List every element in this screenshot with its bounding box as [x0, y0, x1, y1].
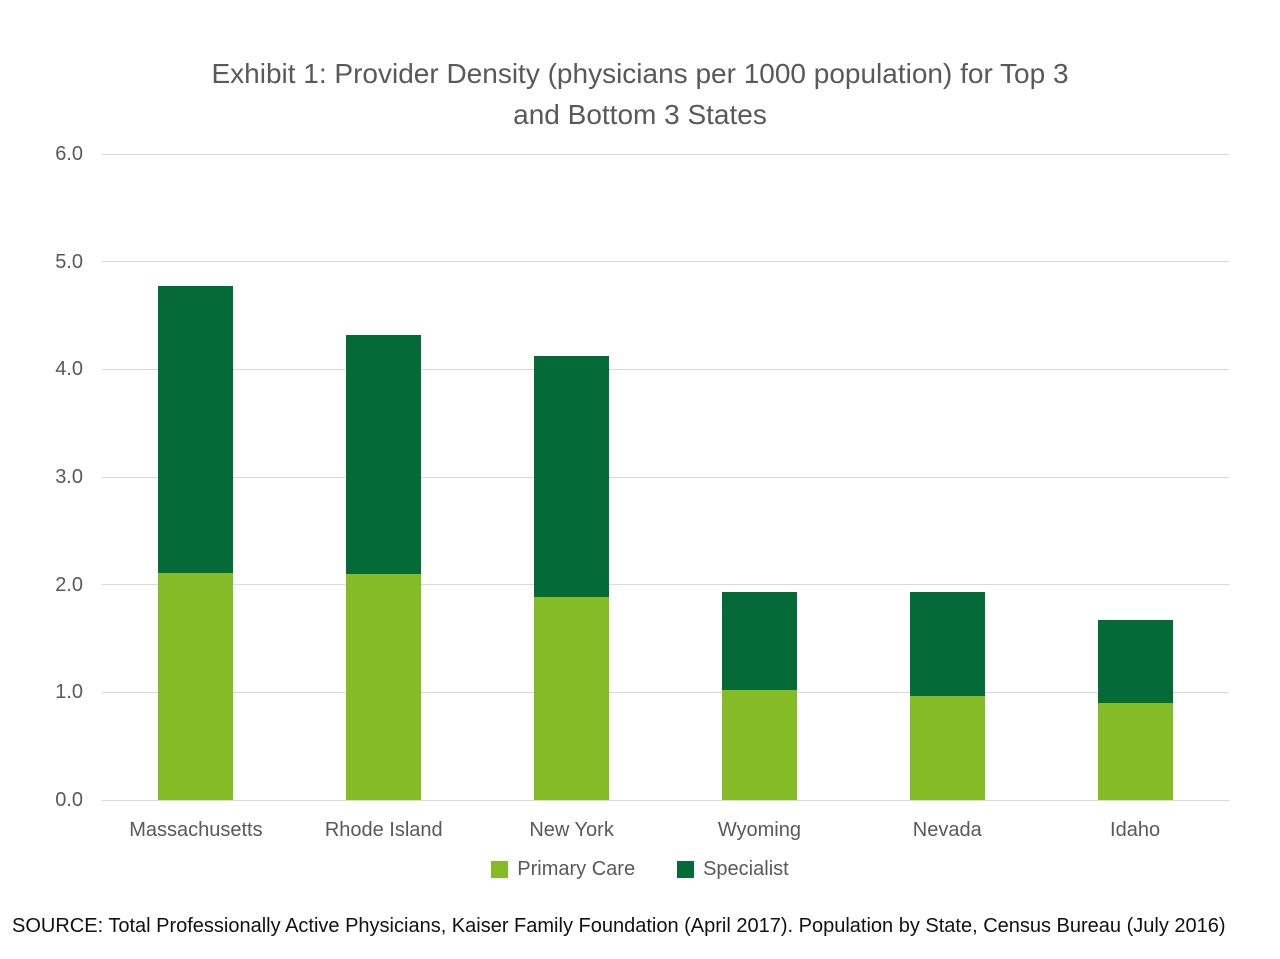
gridline-5.0 [102, 261, 1229, 263]
legend-item-specialist: Specialist [677, 858, 789, 881]
legend-label-specialist: Specialist [703, 858, 789, 880]
gridline-6.0 [102, 153, 1229, 155]
bar-new-york-primary-care [534, 596, 610, 800]
y-axis-tick-label-4.0: 4.0 [55, 358, 83, 381]
y-axis-tick-label-3.0: 3.0 [55, 466, 83, 488]
legend: Primary Care Specialist [0, 858, 1280, 881]
source-note: SOURCE: Total Professionally Active Phys… [12, 915, 1226, 937]
bar-rhode-island-primary-care [346, 573, 422, 800]
bar-new-york-specialist [534, 356, 610, 597]
gridline-2.0 [102, 584, 1229, 586]
x-axis-label-rhode-island: Rhode Island [324, 819, 443, 841]
bar-nevada-specialist [909, 592, 985, 696]
gridline-1.0 [102, 691, 1229, 693]
legend-item-primary-care: Primary Care [491, 858, 635, 881]
x-axis-label-idaho: Idaho [1110, 819, 1161, 841]
gridline-4.0 [102, 368, 1229, 370]
y-axis-tick-label-1.0: 1.0 [55, 681, 83, 704]
legend-swatch-specialist [677, 861, 695, 878]
legend-swatch-primary-care [491, 861, 509, 878]
x-axis-label-nevada: Nevada [912, 819, 982, 841]
bar-wyoming-primary-care [721, 690, 797, 800]
chart-title-line-1: Exhibit 1: Provider Density (physicians … [211, 58, 1069, 89]
bar-massachusetts-specialist [158, 286, 234, 573]
y-axis-tick-label-6.0: 6.0 [55, 143, 83, 165]
bar-rhode-island-specialist [346, 334, 422, 574]
y-axis-tick-label-2.0: 2.0 [55, 573, 83, 596]
bar-idaho-primary-care [1097, 703, 1173, 800]
bar-nevada-primary-care [909, 695, 985, 800]
bar-wyoming-specialist [721, 592, 797, 691]
x-axis-label-massachusetts: Massachusetts [129, 819, 263, 841]
chart-title: Exhibit 1: Provider Density (physicians … [0, 53, 1280, 135]
chart-title-line-2: and Bottom 3 States [513, 99, 767, 130]
gridline-3.0 [102, 476, 1229, 478]
x-axis-label-wyoming: Wyoming [717, 819, 801, 841]
bar-massachusetts-primary-care [158, 572, 234, 800]
gridline-0.0 [102, 799, 1229, 801]
bar-idaho-specialist [1097, 620, 1173, 704]
y-axis-tick-label-5.0: 5.0 [55, 250, 83, 273]
y-axis-tick-label-0.0: 0.0 [55, 789, 83, 811]
x-axis-label-new-york: New York [529, 819, 614, 841]
legend-label-primary-care: Primary Care [517, 858, 636, 880]
